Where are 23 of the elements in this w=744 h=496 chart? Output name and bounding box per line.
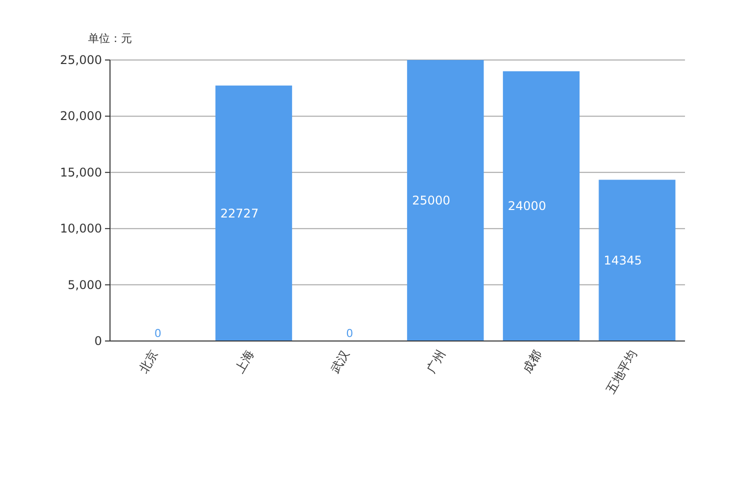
y-tick-label: 0 <box>94 334 102 348</box>
x-tick-label: 成都 <box>520 348 544 376</box>
y-axis-title: 单位：元 <box>88 32 132 45</box>
x-tick-label: 广州 <box>424 348 448 376</box>
data-label: 25000 <box>412 194 450 208</box>
bar <box>407 60 484 341</box>
x-tick-label: 武汉 <box>328 348 352 376</box>
data-label: 0 <box>346 327 354 340</box>
x-tick-label: 上海 <box>232 348 256 376</box>
bar <box>215 86 292 341</box>
y-tick-label: 20,000 <box>60 109 102 124</box>
bar <box>502 71 580 341</box>
y-tick-label: 5,000 <box>68 278 102 292</box>
x-tick-label: 北京 <box>136 348 161 376</box>
y-tick-label: 15,000 <box>60 165 102 180</box>
y-tick-label: 25,000 <box>60 53 102 67</box>
x-tick-label: 五地平均 <box>604 348 640 396</box>
data-label: 0 <box>154 327 162 340</box>
data-label: 14345 <box>604 253 642 268</box>
data-label: 22727 <box>220 206 259 220</box>
data-label: 24000 <box>508 199 546 214</box>
bar <box>598 180 676 341</box>
y-tick-label: 10,000 <box>60 222 102 236</box>
